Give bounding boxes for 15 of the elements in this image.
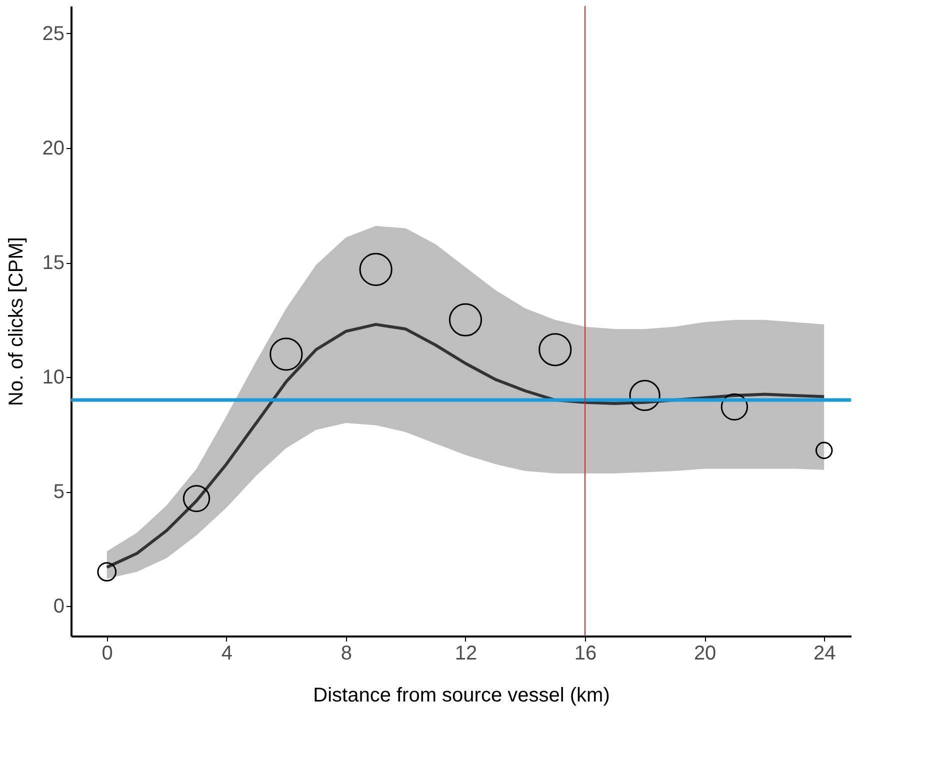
- x-tick-label: 12: [454, 642, 478, 664]
- y-tick-label: 25: [42, 22, 64, 45]
- y-tick-label: 5: [53, 481, 64, 504]
- y-tick-label: 0: [53, 596, 64, 618]
- x-tick-label: 0: [102, 642, 113, 664]
- y-tick-label: 15: [42, 252, 64, 274]
- x-tick-label: 24: [813, 642, 836, 664]
- y-tick-label: 10: [42, 366, 64, 389]
- x-axis-title: Distance from source vessel (km): [313, 684, 610, 706]
- x-tick-label: 8: [340, 642, 352, 664]
- y-tick-label: 20: [42, 138, 64, 160]
- x-tick-label: 4: [221, 642, 232, 664]
- x-tick-label: 20: [694, 642, 716, 664]
- x-tick-label: 16: [574, 642, 597, 664]
- y-axis-title: No. of clicks [CPM]: [5, 237, 28, 406]
